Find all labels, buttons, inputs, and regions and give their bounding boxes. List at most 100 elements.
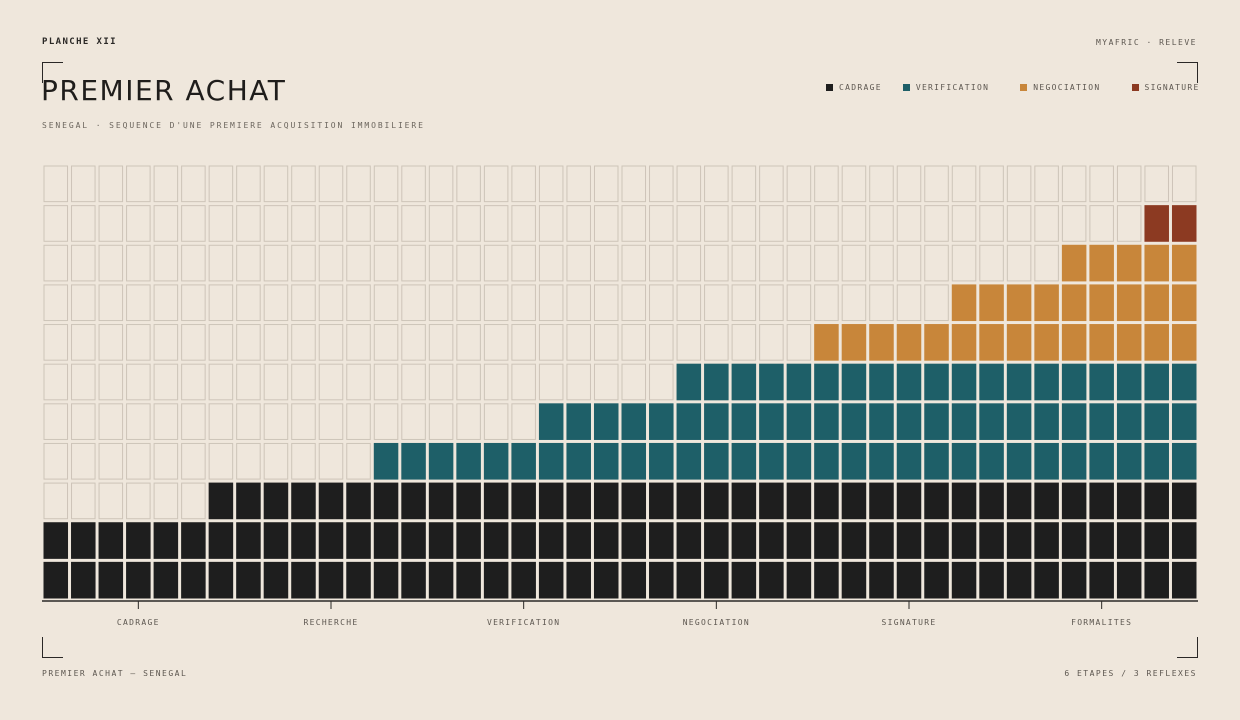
cell-cadrage xyxy=(1171,482,1197,520)
cell-empty xyxy=(71,482,96,520)
cell-negociation xyxy=(1006,324,1032,361)
cell-empty xyxy=(869,205,894,242)
cell-empty xyxy=(649,165,674,203)
cell-cadrage xyxy=(1144,482,1169,520)
cell-verification xyxy=(759,442,784,480)
cell-empty xyxy=(401,403,426,440)
page-title: PREMIER ACHAT xyxy=(41,74,287,107)
cell-empty xyxy=(263,403,289,440)
cell-verification xyxy=(593,403,619,440)
cell-negociation xyxy=(1034,284,1059,322)
cell-empty xyxy=(263,324,289,361)
cell-cadrage xyxy=(511,522,536,559)
cell-cadrage xyxy=(1034,561,1059,599)
cell-empty xyxy=(731,165,757,203)
cell-cadrage xyxy=(621,561,647,599)
cell-empty xyxy=(373,324,399,361)
cell-empty xyxy=(291,205,316,242)
cell-empty xyxy=(566,205,591,242)
cell-cadrage xyxy=(1171,561,1197,599)
cell-empty xyxy=(786,284,812,322)
cell-empty xyxy=(263,205,289,242)
cell-empty xyxy=(566,284,591,322)
cell-empty xyxy=(126,324,151,361)
cell-negociation xyxy=(869,324,894,361)
cell-cadrage xyxy=(979,522,1004,559)
cell-negociation xyxy=(1116,244,1142,282)
cell-empty xyxy=(538,244,564,282)
cell-empty xyxy=(511,363,536,401)
legend-swatch-verification xyxy=(902,83,910,91)
cell-cadrage xyxy=(291,522,316,559)
cell-verification xyxy=(1089,442,1114,480)
cell-cadrage xyxy=(153,561,179,599)
cell-cadrage xyxy=(1116,561,1142,599)
cell-empty xyxy=(483,324,509,361)
x-tick-label: RECHERCHE xyxy=(303,618,358,627)
cell-negociation xyxy=(1006,284,1032,322)
cell-empty xyxy=(71,442,96,480)
cell-empty xyxy=(759,205,784,242)
cell-empty xyxy=(236,403,261,440)
cell-verification xyxy=(704,363,729,401)
cell-empty xyxy=(731,324,757,361)
cell-empty xyxy=(181,324,206,361)
cell-cadrage xyxy=(1006,522,1032,559)
cell-empty xyxy=(511,244,536,282)
cell-cadrage xyxy=(483,482,509,520)
cell-cadrage xyxy=(373,522,399,559)
cell-cadrage xyxy=(951,522,977,559)
cell-empty xyxy=(346,284,371,322)
cell-empty xyxy=(621,165,647,203)
cell-empty xyxy=(181,403,206,440)
cell-empty xyxy=(401,363,426,401)
cell-cadrage xyxy=(71,561,96,599)
cell-empty xyxy=(126,403,151,440)
cell-cadrage xyxy=(1089,522,1114,559)
cell-cadrage xyxy=(1116,522,1142,559)
cell-cadrage xyxy=(401,561,426,599)
cell-cadrage xyxy=(593,482,619,520)
cell-empty xyxy=(318,363,344,401)
cell-cadrage xyxy=(896,522,922,559)
cell-empty xyxy=(538,284,564,322)
cell-cadrage xyxy=(676,522,702,559)
cell-verification xyxy=(566,403,591,440)
cell-empty xyxy=(126,165,151,203)
cell-empty xyxy=(291,403,316,440)
cell-verification xyxy=(1061,403,1087,440)
cell-verification xyxy=(951,442,977,480)
cell-cadrage xyxy=(566,482,591,520)
cell-verification xyxy=(951,403,977,440)
cell-verification xyxy=(1006,442,1032,480)
cell-empty xyxy=(126,482,151,520)
cell-signature xyxy=(1144,205,1169,242)
cell-cadrage xyxy=(704,482,729,520)
cell-empty xyxy=(208,284,234,322)
cell-empty xyxy=(71,324,96,361)
plate-number: PLANCHE XII xyxy=(42,37,118,47)
cell-cadrage xyxy=(731,561,757,599)
cell-empty xyxy=(759,244,784,282)
cell-empty xyxy=(676,284,702,322)
cell-verification xyxy=(731,403,757,440)
cell-empty xyxy=(1171,165,1197,203)
cell-cadrage xyxy=(951,482,977,520)
cell-empty xyxy=(649,205,674,242)
cell-empty xyxy=(263,363,289,401)
footer-summary: 6 ETAPES / 3 REFLEXES xyxy=(1064,669,1197,678)
cell-empty xyxy=(208,363,234,401)
cell-verification xyxy=(1171,403,1197,440)
cell-empty xyxy=(373,284,399,322)
cell-negociation xyxy=(1089,324,1114,361)
cell-empty xyxy=(373,363,399,401)
cell-empty xyxy=(428,165,454,203)
cell-verification xyxy=(1116,442,1142,480)
cell-empty xyxy=(318,165,344,203)
cell-empty xyxy=(181,442,206,480)
cell-negociation xyxy=(1144,284,1169,322)
cell-cadrage xyxy=(649,482,674,520)
cell-empty xyxy=(236,363,261,401)
cell-empty xyxy=(621,284,647,322)
cell-empty xyxy=(759,324,784,361)
